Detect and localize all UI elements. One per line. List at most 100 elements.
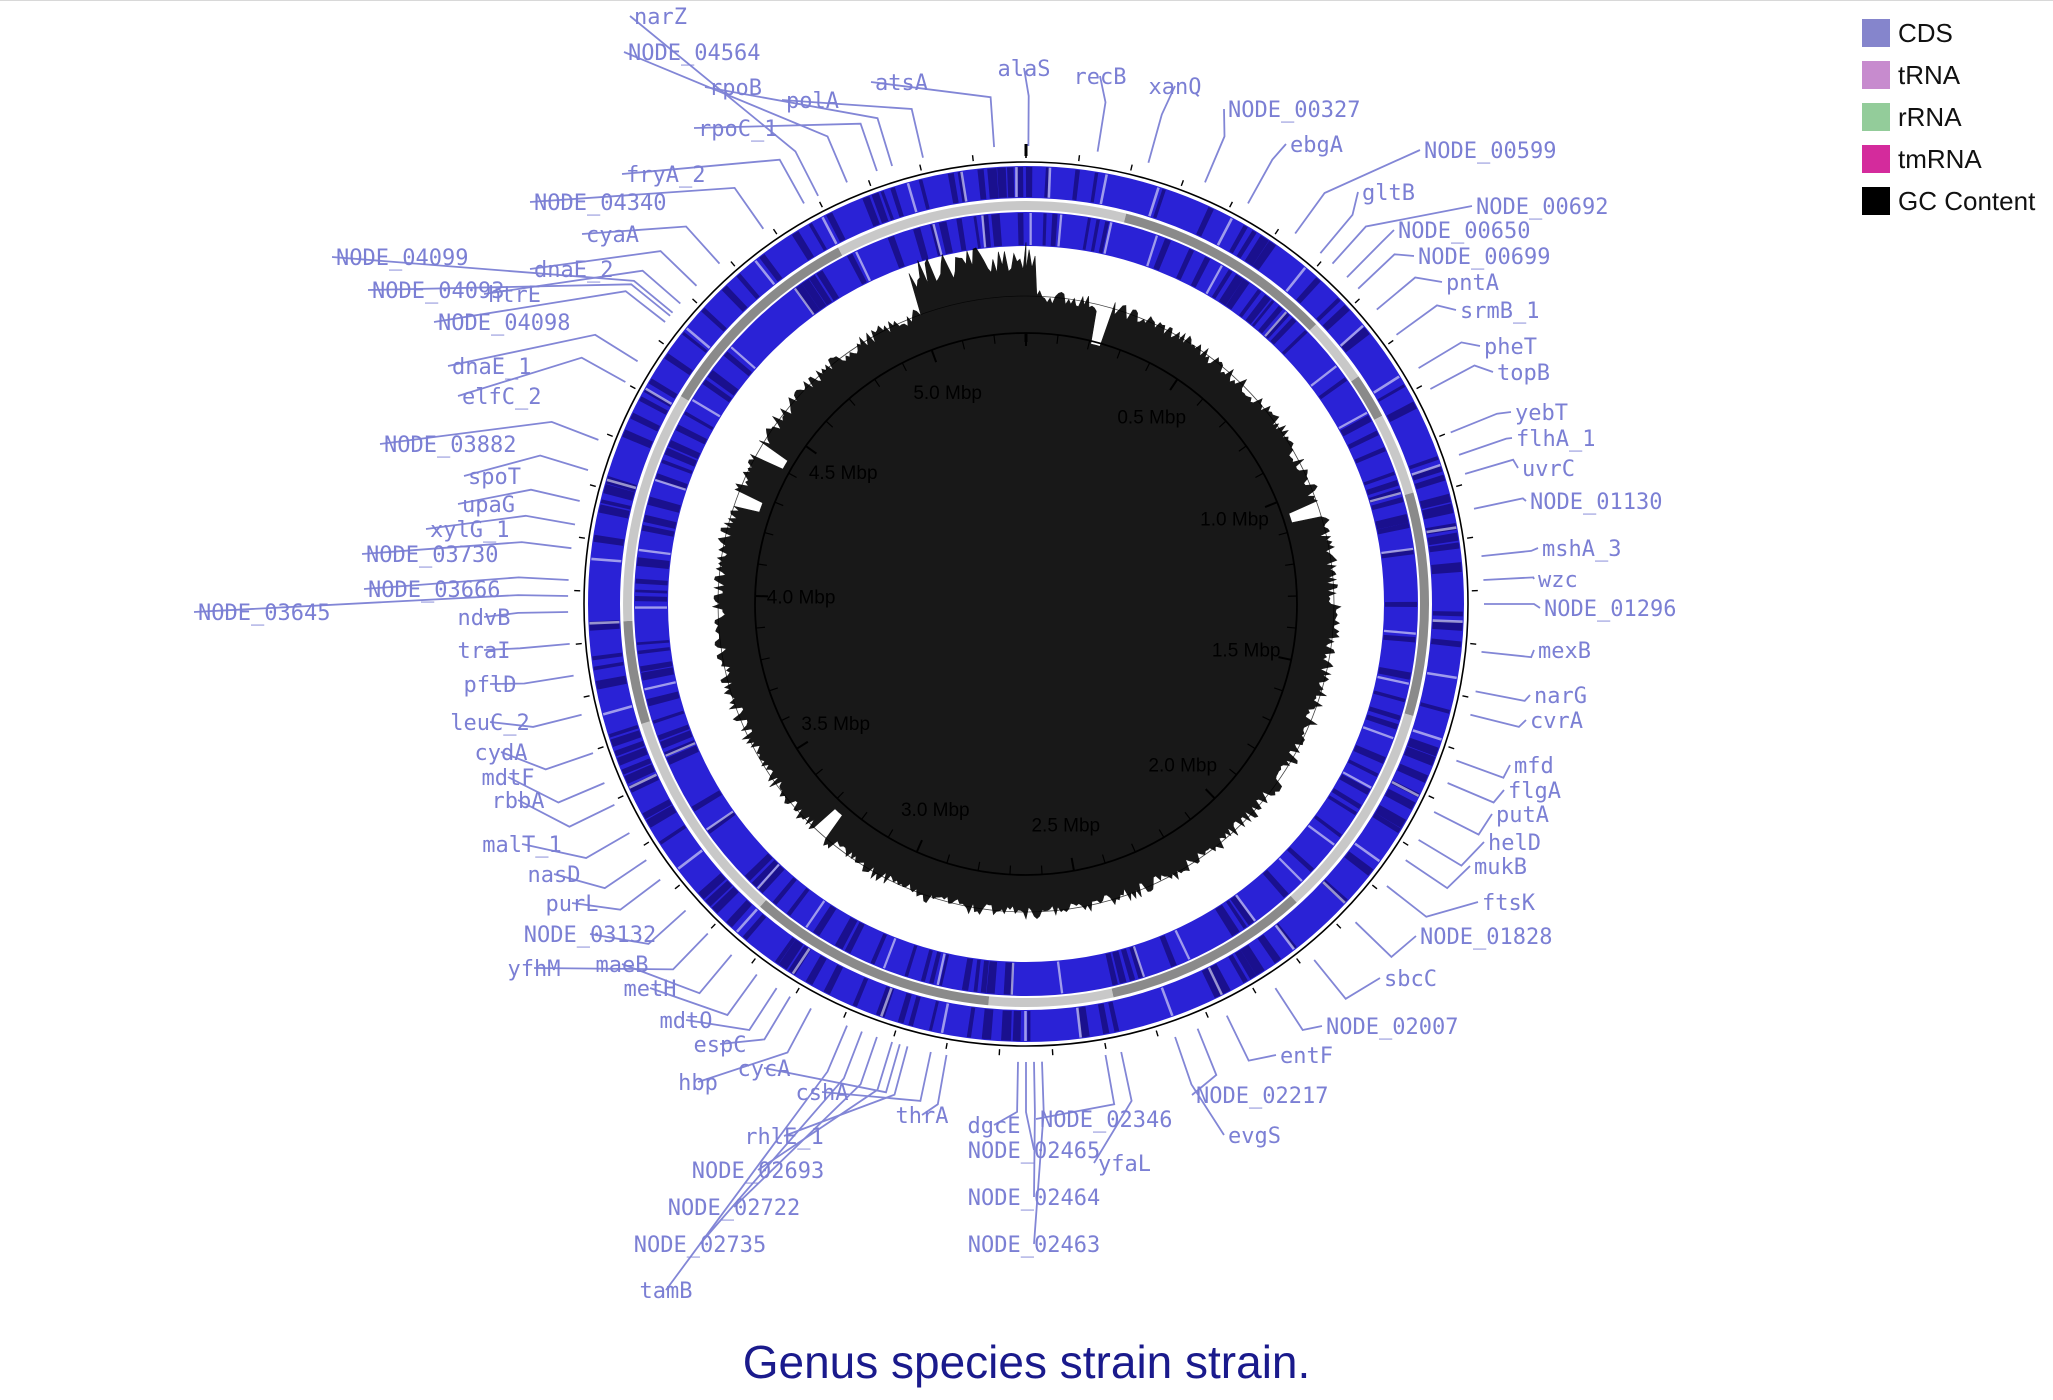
feature-gap <box>906 182 918 213</box>
cds-feature <box>904 945 918 977</box>
cds-feature <box>1159 935 1177 968</box>
cds-feature <box>646 805 677 828</box>
gene-label-malt-1: malT_1 <box>482 833 561 858</box>
feature-gap <box>1103 222 1113 254</box>
outer-tick <box>1416 385 1423 390</box>
ruler-tick <box>796 740 809 750</box>
cds-feature <box>705 880 733 907</box>
feature-gap <box>665 742 696 757</box>
cds-feature <box>608 725 639 738</box>
cds-feature <box>1408 456 1439 470</box>
outer-tick <box>1462 695 1469 698</box>
cds-feature <box>664 447 697 467</box>
ruler-label: 2.5 Mbp <box>1031 815 1100 836</box>
outer-tick <box>1180 180 1185 187</box>
feature-gap <box>791 947 811 975</box>
cds-feature <box>657 724 690 741</box>
label-leader-line <box>1464 458 1519 475</box>
cds-feature <box>1176 248 1195 280</box>
label-leader-line <box>489 713 582 728</box>
label-leader-line <box>821 1051 932 1102</box>
cds-feature <box>1236 230 1257 259</box>
label-leader-line <box>521 832 630 859</box>
cds-feature <box>698 873 726 900</box>
cds-feature <box>1230 895 1255 926</box>
outer-tick <box>1439 433 1446 438</box>
cds-feature <box>1348 759 1379 778</box>
cds-feature <box>913 227 929 261</box>
outer-tick <box>1402 841 1409 846</box>
ruler-tick <box>961 340 966 350</box>
gene-label-elfc-2: elfC_2 <box>462 385 541 410</box>
cds-feature <box>640 661 673 672</box>
feature-gap <box>1342 771 1372 789</box>
cds-feature <box>659 825 687 845</box>
feature-gap <box>1132 946 1146 978</box>
label-leader-line <box>693 122 878 172</box>
ruler-label: 3.0 Mbp <box>901 800 970 821</box>
gene-label-phet: pheT <box>1484 335 1537 360</box>
feature-gap <box>1322 881 1346 904</box>
outer-tick <box>1467 536 1474 539</box>
cds-feature <box>628 773 659 793</box>
cds-feature <box>641 667 675 681</box>
cds-feature <box>939 954 950 986</box>
cds-feature <box>1397 763 1429 783</box>
ruler-tick <box>1169 378 1179 391</box>
cds-feature <box>1108 1001 1120 1032</box>
gene-label-node-01130: NODE_01130 <box>1530 490 1662 515</box>
cds-feature <box>1377 522 1410 535</box>
outer-tick <box>597 746 604 750</box>
contig-segment <box>623 620 650 724</box>
cds-feature <box>648 378 678 399</box>
outer-tick <box>643 841 650 846</box>
cds-feature <box>1090 219 1100 252</box>
cds-feature <box>1384 788 1416 810</box>
cds-feature <box>589 620 620 631</box>
ruler-tick <box>1229 768 1237 776</box>
gene-label-yfal: yfaL <box>1098 1152 1151 1177</box>
cds-feature <box>603 483 635 501</box>
outer-tick <box>1448 746 1455 750</box>
feature-gap <box>793 287 815 316</box>
gene-label-uvrc: uvrC <box>1522 457 1575 482</box>
ruler-label: 1.5 Mbp <box>1212 640 1281 661</box>
feature-gap <box>602 705 633 716</box>
outer-tick <box>843 1011 847 1018</box>
legend-label: tmRNA <box>1898 143 1982 174</box>
feature-gap <box>628 773 658 789</box>
feature-gap <box>691 398 721 418</box>
legend-item-trna: tRNA <box>1862 54 2035 96</box>
cds-feature <box>1245 294 1271 325</box>
label-leader-line <box>331 256 674 314</box>
gc-content-plot <box>711 242 1342 920</box>
ruler-label: 4.5 Mbp <box>809 463 878 484</box>
cds-feature <box>711 886 739 914</box>
gene-label-espc: espC <box>694 1033 747 1058</box>
gene-label-node-04093: NODE_04093 <box>372 279 504 304</box>
feature-gap <box>1412 729 1442 741</box>
cds-feature <box>1427 532 1459 546</box>
gene-label-dgce: dgcE <box>968 1114 1021 1139</box>
ruler-tick <box>757 563 767 566</box>
contig-segment <box>680 247 843 401</box>
label-leader-line <box>1458 437 1513 456</box>
label-leader-line <box>1429 364 1494 390</box>
gene-label-node-02735: NODE_02735 <box>634 1233 766 1258</box>
contig-segment <box>838 201 1027 256</box>
cds-feature <box>897 993 912 1024</box>
feature-gap <box>1264 311 1288 337</box>
cds-feature <box>642 799 672 820</box>
label-leader-line <box>649 973 758 1017</box>
outer-tick <box>867 180 872 187</box>
feature-gap <box>1160 987 1174 1017</box>
legend-item-cds: CDS <box>1862 12 2035 54</box>
outer-tick <box>606 433 613 438</box>
cds-feature <box>1347 430 1379 450</box>
ruler-tick <box>1238 445 1247 452</box>
feature-gap <box>677 849 703 870</box>
label-leader-line <box>433 290 666 323</box>
gene-label-node-04564: NODE_04564 <box>628 41 760 66</box>
outer-tick <box>575 642 582 645</box>
cds-feature <box>1340 415 1372 437</box>
